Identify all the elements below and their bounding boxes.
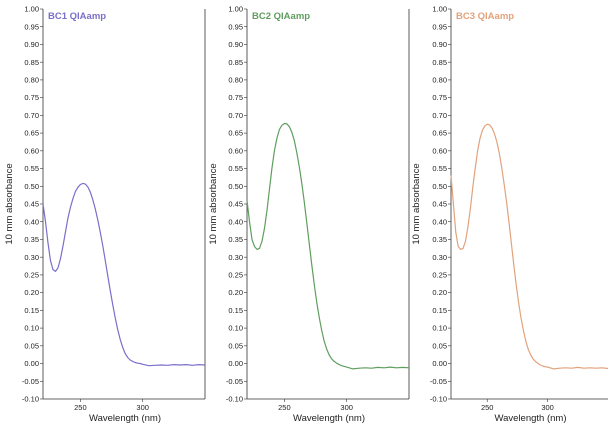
y-tick-label: 0.15 [24, 306, 39, 315]
y-axis-title: 10 mm absorbance [208, 163, 219, 244]
absorbance-series-line [42, 182, 206, 367]
y-tick-label: 0.45 [228, 200, 243, 209]
y-tick-label: 0.80 [24, 76, 39, 85]
absorbance-series-line [450, 123, 608, 370]
y-tick-label: 0.25 [228, 271, 243, 280]
y-tick-label: 0.95 [24, 22, 39, 31]
y-tick-label: 0.65 [24, 129, 39, 138]
y-tick-label: 0.75 [24, 93, 39, 102]
y-tick-label: 0.35 [432, 235, 447, 244]
x-tick-label: 250 [74, 403, 87, 412]
y-tick-label: 0.15 [432, 306, 447, 315]
y-tick-label: 0.10 [432, 324, 447, 333]
x-axis-title: Wavelength (nm) [89, 413, 161, 424]
x-tick-label: 300 [136, 403, 149, 412]
y-tick-label: 0.50 [24, 182, 39, 191]
y-tick-label: 0.55 [24, 164, 39, 173]
chart-panel-2: -0.10 -0.05 0.00 0.05 0.10 0.15 0.20 0.25 0.30 0.… [208, 5, 410, 424]
y-tick-label: -0.05 [430, 377, 447, 386]
y-axis-title: 10 mm absorbance [411, 163, 422, 244]
y-tick-label: 0.50 [432, 182, 447, 191]
y-tick-label: 0.85 [228, 58, 243, 67]
y-tick-label: 0.20 [432, 288, 447, 297]
y-tick-label: 0.55 [432, 164, 447, 173]
y-tick-label: 0.75 [432, 93, 447, 102]
y-tick-label: 0.35 [24, 235, 39, 244]
y-tick-label: 0.75 [228, 93, 243, 102]
x-tick-label: 300 [541, 403, 554, 412]
x-tick-label: 300 [340, 403, 353, 412]
y-tick-label: 0.20 [24, 288, 39, 297]
y-tick-label: 0.40 [24, 217, 39, 226]
y-tick-label: 0.70 [24, 111, 39, 120]
y-tick-label: 0.40 [432, 217, 447, 226]
y-tick-label: 0.10 [24, 324, 39, 333]
y-tick-label: 0.90 [24, 40, 39, 49]
y-tick-label: 0.00 [228, 359, 243, 368]
y-tick-label: 0.55 [228, 164, 243, 173]
y-tick-label: 0.45 [432, 200, 447, 209]
panel-title: BC3 QIAamp [456, 11, 514, 22]
y-tick-label: 0.70 [228, 111, 243, 120]
y-tick-label: 0.40 [228, 217, 243, 226]
x-axis-title: Wavelength (nm) [293, 413, 365, 424]
y-tick-label: 0.20 [228, 288, 243, 297]
y-tick-label: 0.45 [24, 200, 39, 209]
y-tick-label: -0.05 [226, 377, 243, 386]
y-tick-label: 0.30 [228, 253, 243, 262]
y-tick-label: 0.80 [228, 76, 243, 85]
chart-panel-3: -0.10 -0.05 0.00 0.05 0.10 0.15 0.20 0.25 0.30 0.… [411, 5, 608, 424]
y-tick-label: 0.85 [24, 58, 39, 67]
absorbance-series-line [246, 122, 410, 370]
x-tick-label: 250 [481, 403, 494, 412]
y-tick-label: 0.70 [432, 111, 447, 120]
y-tick-label: 0.00 [24, 359, 39, 368]
y-tick-label: -0.10 [226, 395, 243, 404]
y-tick-label: 0.60 [228, 146, 243, 155]
y-tick-label: 0.25 [432, 271, 447, 280]
y-tick-label: 0.60 [24, 146, 39, 155]
y-tick-label: 0.65 [228, 129, 243, 138]
y-tick-label: 0.95 [432, 22, 447, 31]
y-tick-label: -0.05 [22, 377, 39, 386]
y-tick-label: 0.05 [228, 341, 243, 350]
y-axis-title: 10 mm absorbance [4, 163, 15, 244]
y-tick-label: 0.50 [228, 182, 243, 191]
y-tick-label: 1.00 [24, 5, 39, 14]
y-tick-label: 0.00 [432, 359, 447, 368]
panel-title: BC1 QIAamp [48, 11, 106, 22]
y-tick-label: 1.00 [432, 5, 447, 14]
x-axis-title: Wavelength (nm) [495, 413, 567, 424]
y-tick-label: 0.60 [432, 146, 447, 155]
y-tick-label: 0.25 [24, 271, 39, 280]
y-tick-label: 0.90 [228, 40, 243, 49]
y-tick-label: 0.90 [432, 40, 447, 49]
y-tick-label: 0.30 [432, 253, 447, 262]
y-tick-label: 0.95 [228, 22, 243, 31]
chart-panel-1: -0.10 -0.05 0.00 0.05 0.10 0.15 0.20 0.25 0.30 0.… [4, 5, 206, 424]
y-tick-label: -0.10 [22, 395, 39, 404]
panel-title: BC2 QIAamp [252, 11, 310, 22]
y-tick-label: 0.05 [24, 341, 39, 350]
x-tick-label: 250 [278, 403, 291, 412]
y-tick-label: 0.10 [228, 324, 243, 333]
y-tick-label: 0.65 [432, 129, 447, 138]
y-tick-label: 0.15 [228, 306, 243, 315]
y-tick-label: 0.30 [24, 253, 39, 262]
y-tick-label: -0.10 [430, 395, 447, 404]
y-tick-label: 0.85 [432, 58, 447, 67]
y-tick-label: 0.35 [228, 235, 243, 244]
y-tick-label: 1.00 [228, 5, 243, 14]
y-tick-label: 0.80 [432, 76, 447, 85]
y-tick-label: 0.05 [432, 341, 447, 350]
